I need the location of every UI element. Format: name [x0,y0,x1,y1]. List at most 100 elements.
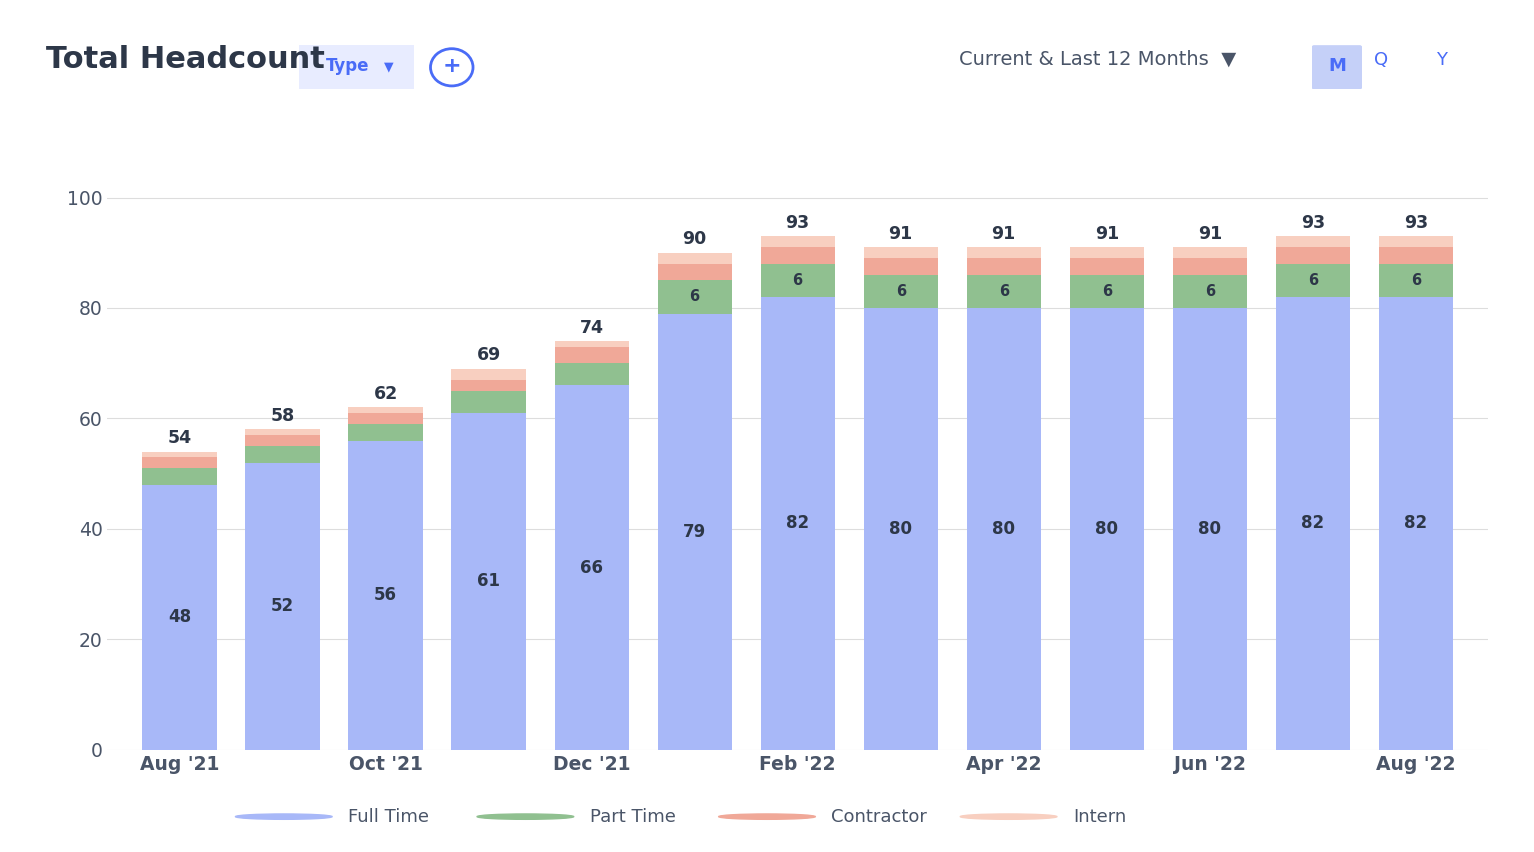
Bar [966,308,1042,750]
Text: 52: 52 [272,597,295,615]
Bar [1276,236,1350,247]
Bar [245,435,319,446]
Text: 79: 79 [683,522,706,541]
Text: 6: 6 [1411,273,1420,288]
Text: Full Time: Full Time [348,808,430,826]
Text: 56: 56 [374,586,397,604]
Text: Q: Q [1373,50,1388,69]
Bar [658,280,732,314]
Bar [658,264,732,280]
Text: Type: Type [325,57,370,76]
Text: 61: 61 [477,573,500,590]
Bar [554,385,629,750]
Bar [1069,275,1144,308]
Text: 6: 6 [690,290,700,304]
Text: 93: 93 [1404,214,1428,232]
Text: 82: 82 [1404,515,1428,532]
Text: 6: 6 [793,273,802,288]
Bar [143,457,216,468]
Text: Contractor: Contractor [831,808,927,826]
Text: 80: 80 [890,520,913,538]
Text: +: + [442,56,462,77]
Text: 91: 91 [888,225,913,243]
Text: 80: 80 [992,520,1016,538]
Bar [348,407,423,413]
Text: 6: 6 [1101,284,1112,299]
Circle shape [718,814,816,820]
Circle shape [235,814,331,820]
Bar [966,247,1042,258]
Text: 91: 91 [1198,225,1223,243]
Bar [1172,308,1247,750]
Text: 6: 6 [1204,284,1215,299]
Text: Part Time: Part Time [589,808,675,826]
Text: 69: 69 [477,346,500,365]
Bar [864,308,937,750]
Bar [1172,275,1247,308]
Bar [143,452,216,457]
Bar [1379,297,1453,750]
Text: 6: 6 [999,284,1009,299]
Bar [1069,247,1144,258]
Bar [966,258,1042,275]
Bar [245,429,319,435]
Bar [554,347,629,363]
Bar [1379,264,1453,297]
FancyBboxPatch shape [288,43,423,92]
FancyBboxPatch shape [1312,45,1362,89]
Text: 93: 93 [785,214,810,232]
Text: 91: 91 [1095,225,1118,243]
Text: 80: 80 [1198,520,1221,538]
Bar [554,363,629,385]
Bar [348,424,423,440]
Text: 74: 74 [580,319,603,337]
Text: 62: 62 [373,385,397,403]
Bar [966,275,1042,308]
Circle shape [960,814,1057,820]
Bar [864,258,937,275]
Bar [761,247,834,264]
Bar [348,413,423,424]
Bar [761,236,834,247]
Text: 90: 90 [683,230,707,248]
Text: 58: 58 [270,407,295,425]
Text: 80: 80 [1095,520,1118,538]
Bar [1276,297,1350,750]
Bar [451,391,526,413]
Text: 54: 54 [167,429,192,447]
Bar [761,297,834,750]
Bar [348,440,423,750]
Text: 6: 6 [896,284,905,299]
Circle shape [477,814,574,820]
Text: ▼: ▼ [384,60,394,73]
Bar [143,485,216,750]
Bar [1276,264,1350,297]
Text: Y: Y [1436,50,1448,69]
Bar [864,275,937,308]
Bar [1379,236,1453,247]
Bar [1276,247,1350,264]
Text: 91: 91 [991,225,1016,243]
Text: 82: 82 [785,515,810,532]
Text: 93: 93 [1301,214,1325,232]
Bar [245,446,319,463]
Bar [451,413,526,750]
Bar [245,463,319,750]
Text: 48: 48 [167,608,192,626]
Bar [1172,258,1247,275]
Text: Total Headcount: Total Headcount [46,45,325,74]
Text: 6: 6 [1309,273,1318,288]
Text: 82: 82 [1301,515,1324,532]
Bar [1069,308,1144,750]
Bar [451,369,526,380]
Text: Current & Last 12 Months  ▼: Current & Last 12 Months ▼ [959,50,1236,69]
Bar [143,468,216,485]
Bar [658,253,732,264]
Bar [1379,247,1453,264]
Text: M: M [1328,57,1345,76]
Bar [1069,258,1144,275]
Text: 66: 66 [580,559,603,577]
Bar [761,264,834,297]
Bar [1172,247,1247,258]
Bar [864,247,937,258]
